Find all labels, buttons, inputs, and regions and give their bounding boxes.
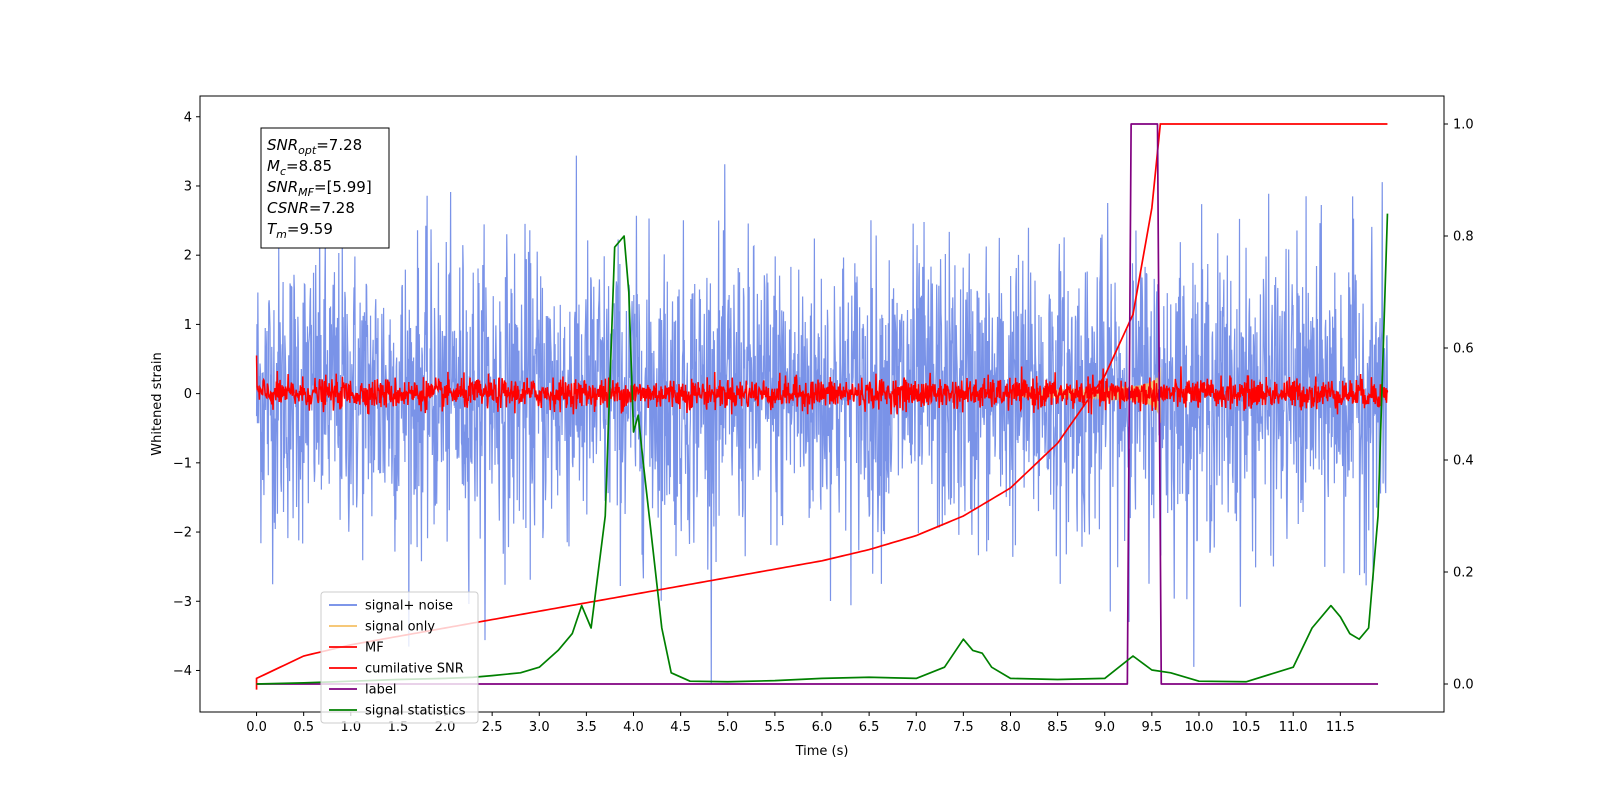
legend-entry: signal statistics [365, 704, 466, 719]
y-tick-label-left: 1 [184, 318, 192, 333]
legend-entry: label [365, 683, 396, 698]
y-tick-label-left: −3 [173, 595, 192, 610]
x-axis: 0.0 0.5 1.0 1.5 2.0 2.5 3.0 3.5 4.0 4.5 5.0 5.5 6.0 6… [246, 712, 1355, 735]
y-tick-label-left: 0 [184, 387, 192, 402]
annotation-line: SNRMF=[5.99] [267, 178, 372, 199]
y-tick-label-right: 1.0 [1453, 118, 1474, 133]
series-signal-statistics [256, 213, 1389, 685]
y-tick-label-left: −4 [173, 664, 192, 679]
legend-frame [320, 591, 479, 724]
y-axis-label: Whitened strain [150, 352, 165, 455]
x-tick-label: 1.5 [388, 720, 409, 735]
x-tick-label: 10.5 [1232, 720, 1261, 735]
x-axis-label: Time (s) [795, 744, 849, 759]
x-tick-label: 4.5 [670, 720, 691, 735]
annotation-line: SNRopt=7.28 [267, 136, 362, 157]
x-tick-label: 4.0 [623, 720, 644, 735]
annotation-line: Mc=8.85 [267, 157, 332, 178]
y-tick-label-left: −2 [173, 526, 192, 541]
legend-entry: signal+ noise [365, 599, 453, 614]
x-tick-label: 2.5 [482, 720, 503, 735]
y-tick-label-right: 0.0 [1453, 678, 1474, 693]
x-tick-label: 8.5 [1047, 720, 1068, 735]
x-tick-label: 5.5 [765, 720, 786, 735]
annotation-box-frame [260, 127, 390, 249]
y-tick-label-left: 4 [184, 110, 192, 125]
y-tick-label-right: 0.8 [1453, 230, 1474, 245]
series-mf [255, 355, 1389, 415]
y-tick-label-right: 0.4 [1453, 454, 1474, 469]
x-tick-label: 7.0 [906, 720, 927, 735]
x-tick-label: 11.5 [1326, 720, 1355, 735]
legend-entry: MF [365, 641, 384, 656]
y-tick-label-left: −1 [173, 456, 192, 471]
y-axis-right: 0.0 0.2 0.4 0.6 0.8 1.0 [1444, 118, 1474, 693]
x-tick-label: 0.0 [246, 720, 267, 735]
y-tick-label-right: 0.6 [1453, 342, 1474, 357]
x-tick-label: 1.0 [340, 720, 361, 735]
x-tick-label: 2.0 [435, 720, 456, 735]
x-tick-label: 3.0 [529, 720, 550, 735]
legend-entry: cumilative SNR [365, 662, 464, 677]
y-tick-label-left: 2 [184, 249, 192, 264]
x-tick-label: 8.0 [1000, 720, 1021, 735]
legend-entry: signal only [365, 620, 435, 635]
series-label [256, 123, 1379, 685]
legend: signal+ noise signal only MF cumilative SNR… [320, 591, 479, 724]
x-tick-label: 3.5 [576, 720, 597, 735]
x-tick-label: 6.0 [812, 720, 833, 735]
series-signal-plus-noise [255, 155, 1389, 685]
x-tick-label: 0.5 [293, 720, 314, 735]
x-tick-label: 6.5 [859, 720, 880, 735]
annotation-line: CSNR=7.28 [267, 199, 355, 217]
y-tick-label-right: 0.2 [1453, 566, 1474, 581]
x-tick-label: 11.0 [1279, 720, 1308, 735]
y-axis-left: −4 −3 −2 −1 0 1 2 3 4 [173, 110, 200, 679]
y-tick-label-left: 3 [184, 179, 192, 194]
x-tick-label: 9.0 [1094, 720, 1115, 735]
x-tick-label: 7.5 [953, 720, 974, 735]
x-tick-label: 5.0 [717, 720, 738, 735]
x-tick-label: 9.5 [1142, 720, 1163, 735]
x-tick-label: 10.0 [1184, 720, 1213, 735]
annotation-line: Tm=9.59 [267, 220, 333, 241]
